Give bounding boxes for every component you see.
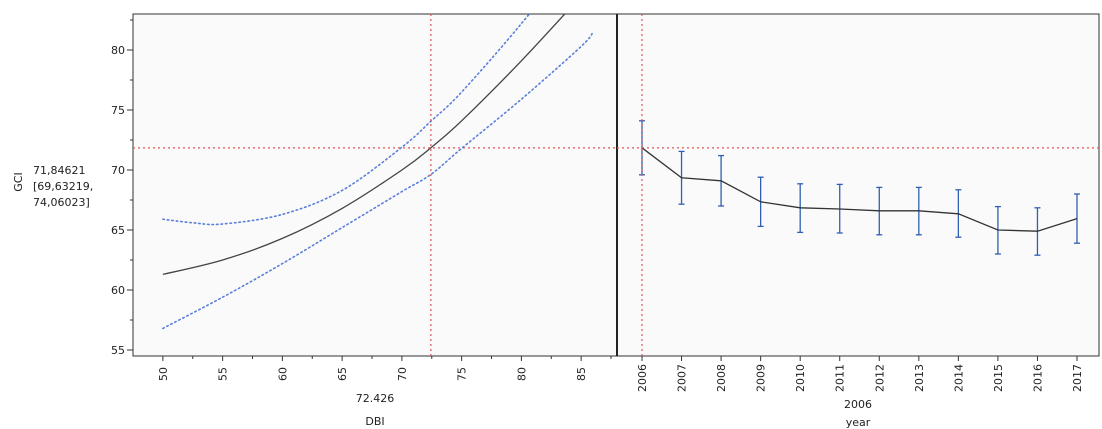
dbi-axis-label: DBI xyxy=(365,415,384,428)
y-readout-upper: 74,06023] xyxy=(33,196,90,209)
year-prediction-line xyxy=(641,147,1078,232)
upper-confidence-curve xyxy=(162,14,531,226)
dbi-crosshair-value[interactable]: 72.426 xyxy=(356,392,395,405)
y-tick-label-60: 60 xyxy=(111,284,125,297)
year-tick-label-2007: 2007 xyxy=(676,364,689,392)
x-tick-label-85: 85 xyxy=(575,367,588,381)
year-tick-label-2012: 2012 xyxy=(873,364,886,392)
dbi-plot-frame xyxy=(132,13,618,357)
y-readout-lower: [69,63219, xyxy=(33,180,93,193)
year-tick-label-2015: 2015 xyxy=(992,364,1005,392)
lower-confidence-curve xyxy=(162,31,594,330)
y-readout-value: 71,84621 xyxy=(33,164,86,177)
y-tick-label-80: 80 xyxy=(111,44,125,57)
year-crosshair-value[interactable]: 2006 xyxy=(844,398,872,411)
x-tick-label-55: 55 xyxy=(217,367,230,381)
x-tick-label-80: 80 xyxy=(515,367,528,381)
y-axis-label: GCI xyxy=(12,172,25,191)
year-tick-label-2014: 2014 xyxy=(952,364,965,392)
year-tick-label-2006: 2006 xyxy=(636,364,649,392)
y-tick-label-55: 55 xyxy=(111,344,125,357)
year-tick-label-2016: 2016 xyxy=(1031,364,1044,392)
year-tick-label-2009: 2009 xyxy=(755,364,768,392)
y-tick-label-70: 70 xyxy=(111,164,125,177)
y-tick-label-75: 75 xyxy=(111,104,125,117)
prediction-curve xyxy=(162,14,566,276)
x-tick-label-70: 70 xyxy=(396,367,409,381)
year-plot-frame xyxy=(616,13,1100,357)
y-tick-label-65: 65 xyxy=(111,224,125,237)
x-tick-label-60: 60 xyxy=(276,367,289,381)
dbi-panel: 55 60 65 70 75 80 50 55 60 65 70 75 80 85 xyxy=(111,13,618,381)
year-tick-label-2013: 2013 xyxy=(913,364,926,392)
year-tick-label-2010: 2010 xyxy=(794,364,807,392)
year-tick-label-2008: 2008 xyxy=(715,364,728,392)
year-tick-label-2017: 2017 xyxy=(1071,364,1084,392)
year-tick-label-2011: 2011 xyxy=(834,364,847,392)
x-tick-label-65: 65 xyxy=(336,367,349,381)
year-panel: 2006 2007 2008 2009 2010 2011 2012 2013 2014 2015… xyxy=(616,13,1100,392)
year-axis-label: year xyxy=(846,416,871,429)
x-tick-label-75: 75 xyxy=(456,367,469,381)
x-tick-label-50: 50 xyxy=(157,367,170,381)
